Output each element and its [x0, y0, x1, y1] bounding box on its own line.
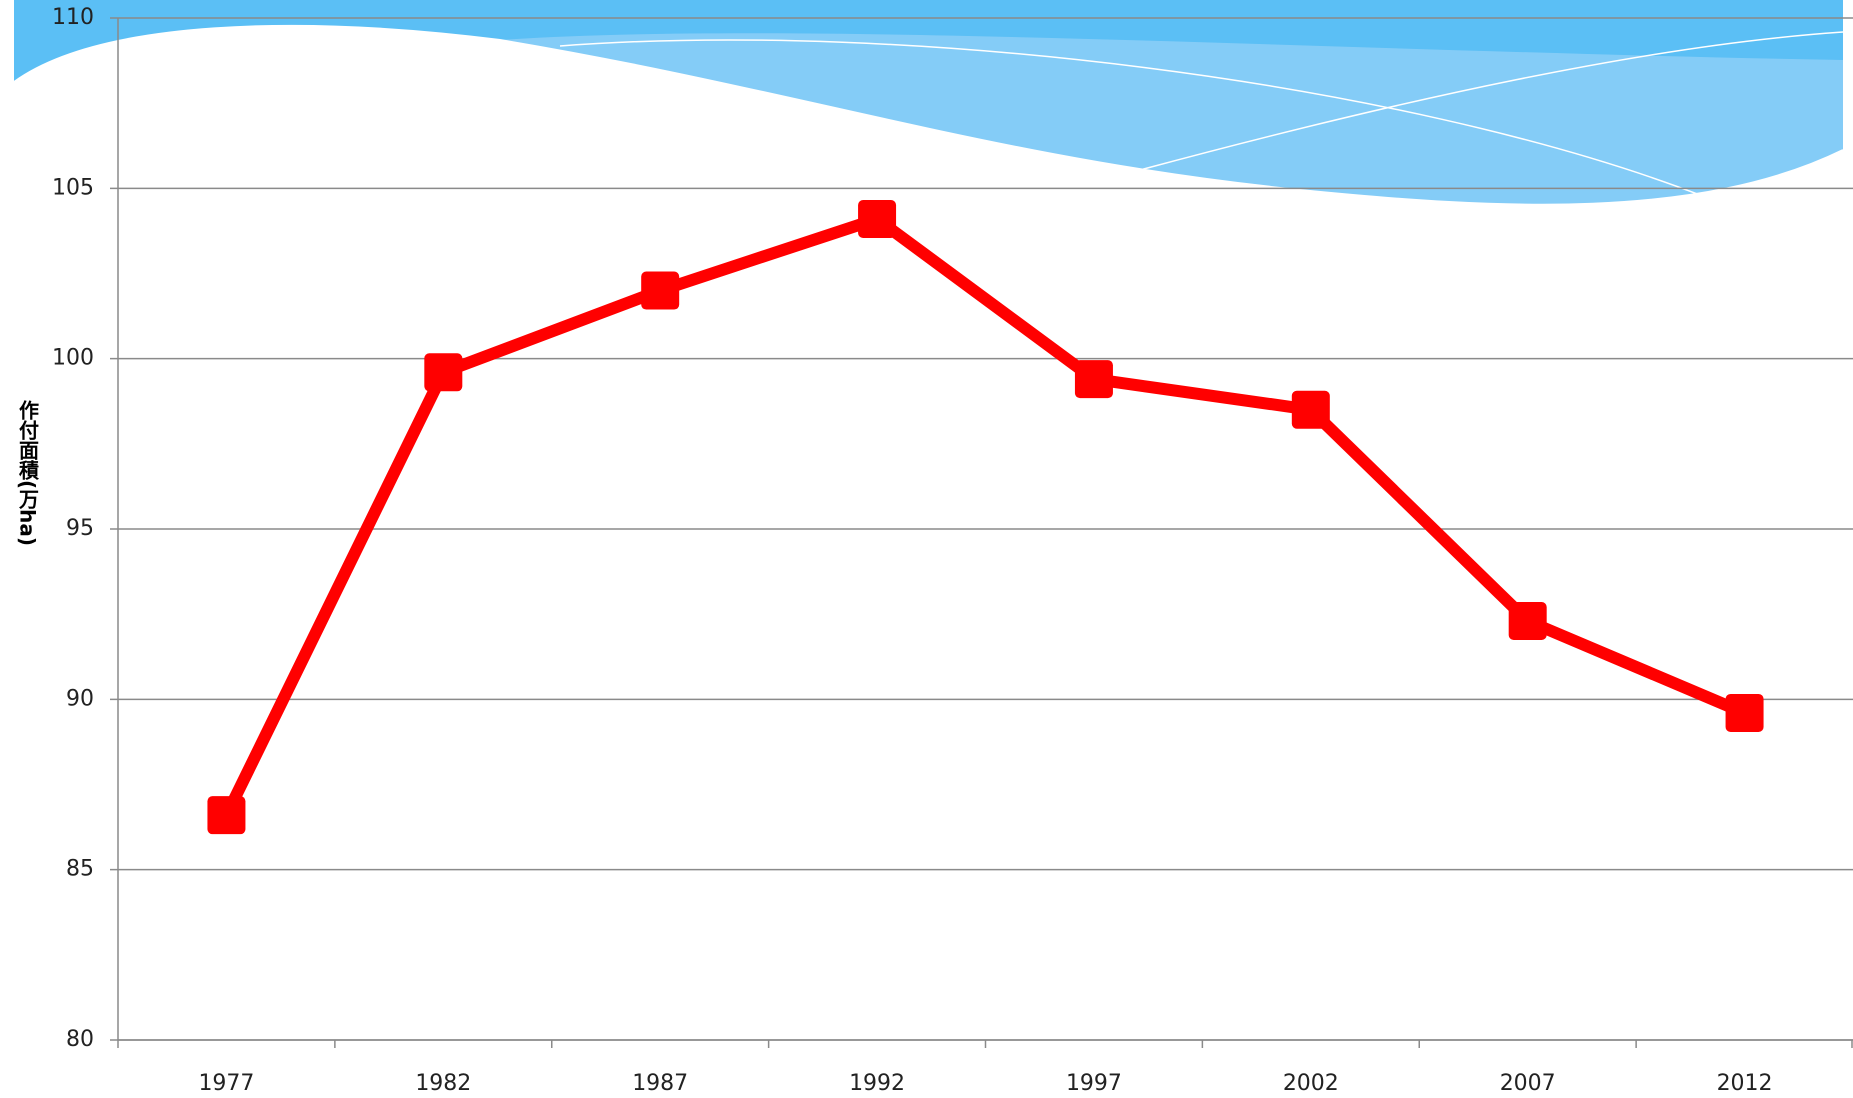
x-tick-label: 2007	[1500, 1071, 1556, 1096]
x-tick-label: 2002	[1283, 1071, 1339, 1096]
x-tick-label: 1977	[198, 1071, 254, 1096]
decorative-wave	[14, 0, 1843, 205]
y-tick-label: 105	[52, 175, 94, 200]
marker	[1509, 602, 1547, 640]
marker	[424, 353, 462, 391]
y-tick-label: 110	[52, 5, 94, 30]
y-axis-label: 作付面積(万ha)	[16, 399, 40, 546]
line	[226, 219, 1744, 815]
y-tick-label: 100	[52, 346, 94, 371]
chart: 作付面積(万ha) 80 85 90 95 100 105 110 1977 1982 1987 1…	[0, 0, 1853, 1098]
x-tick-label: 1987	[632, 1071, 688, 1096]
y-tick-label: 80	[66, 1027, 94, 1052]
x-tick-label: 1982	[415, 1071, 471, 1096]
x-tick-label: 1997	[1066, 1071, 1122, 1096]
marker	[207, 796, 245, 834]
marker	[641, 272, 679, 310]
page: {"chart_data": {"type": "line", "y_label…	[0, 0, 1853, 1098]
marker	[1075, 360, 1113, 398]
x-tick-label: 2012	[1717, 1071, 1773, 1096]
marker	[1726, 694, 1764, 732]
y-tick-label: 85	[66, 857, 94, 882]
marker	[1292, 391, 1330, 429]
marker	[858, 200, 896, 238]
x-tick-label: 1992	[849, 1071, 905, 1096]
y-tick-label: 90	[66, 686, 94, 711]
y-tick-label: 95	[66, 516, 94, 541]
